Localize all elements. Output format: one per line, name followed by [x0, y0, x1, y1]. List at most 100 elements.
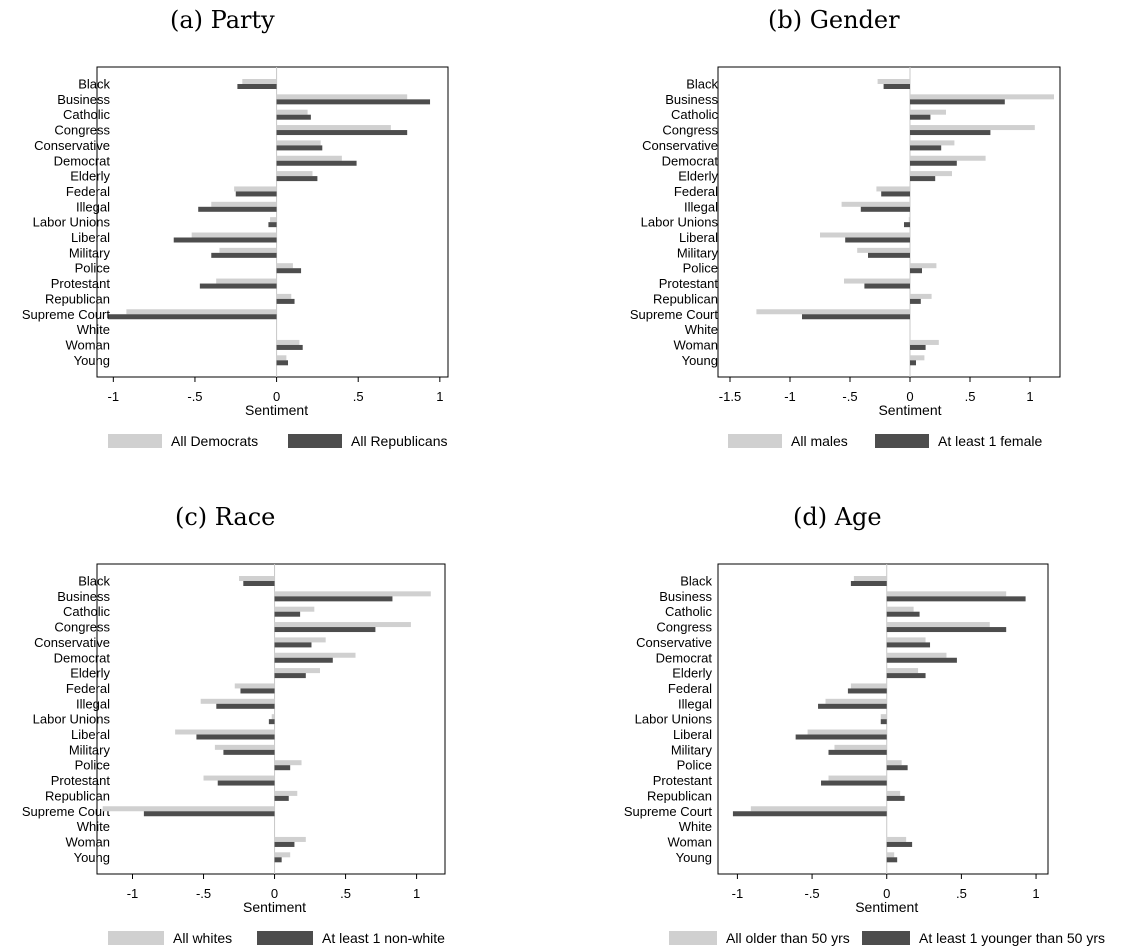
- bar-series-2: [243, 581, 275, 586]
- bar-series-1: [276, 339, 300, 345]
- category-label: Liberal: [673, 727, 712, 742]
- legend-swatch-2: [257, 931, 313, 945]
- category-label: Woman: [65, 337, 110, 352]
- category-label: Illegal: [76, 199, 110, 214]
- bar-series-1: [274, 652, 356, 658]
- legend-label-1: All older than 50 yrs: [726, 930, 850, 946]
- bar-series-1: [276, 109, 308, 115]
- bar-series-1: [834, 744, 887, 750]
- category-label: Federal: [66, 681, 110, 696]
- bar-series-1: [886, 591, 1007, 597]
- bar-series-1: [886, 852, 895, 858]
- x-tick-label: 1: [1032, 886, 1039, 901]
- bar-series-2: [268, 719, 275, 725]
- category-label: Federal: [66, 184, 110, 199]
- bar-series-2: [274, 673, 306, 679]
- bar-series-2: [910, 360, 916, 366]
- category-label: Police: [677, 758, 712, 773]
- x-tick-label: 0: [271, 886, 278, 901]
- bar-series-1: [276, 293, 292, 299]
- bar-series-1: [886, 836, 907, 842]
- legend-label-2: At least 1 non-white: [322, 930, 445, 946]
- bar-series-2: [886, 857, 898, 863]
- bar-series-1: [276, 140, 321, 146]
- bar-series-2: [274, 611, 301, 617]
- bar-series-1: [886, 637, 926, 643]
- category-label: Federal: [674, 184, 718, 199]
- category-label: Elderly: [70, 169, 110, 184]
- bar-series-2: [274, 857, 282, 863]
- bar-series-2: [274, 627, 376, 633]
- legend-label-2: At least 1 younger than 50 yrs: [919, 930, 1105, 946]
- bar-series-1: [750, 806, 887, 812]
- x-tick-label: -1: [784, 389, 796, 404]
- bar-series-1: [274, 760, 302, 766]
- category-label: Labor Unions: [33, 712, 111, 727]
- category-label: Business: [57, 92, 110, 107]
- bar-series-2: [276, 99, 431, 105]
- bar-series-1: [216, 278, 277, 284]
- bar-series-2: [910, 130, 991, 136]
- bar-series-2: [886, 642, 931, 648]
- bar-series-2: [276, 130, 408, 136]
- bar-series-2: [910, 176, 936, 182]
- category-label: Elderly: [70, 666, 110, 681]
- x-tick-label: 1: [436, 389, 443, 404]
- x-tick-label: -1: [127, 886, 139, 901]
- category-label: Conservative: [642, 138, 718, 153]
- category-label: Elderly: [678, 169, 718, 184]
- category-label: Protestant: [659, 276, 719, 291]
- bar-series-1: [876, 186, 910, 192]
- legend-label-2: All Republicans: [351, 433, 448, 449]
- bar-series-2: [880, 719, 887, 725]
- bar-series-1: [214, 744, 275, 750]
- category-label: Federal: [668, 681, 712, 696]
- bar-series-1: [276, 171, 313, 177]
- bar-series-1: [126, 309, 277, 315]
- category-label: Supreme Court: [630, 307, 719, 322]
- category-label: Young: [676, 850, 712, 865]
- legend-label-2: At least 1 female: [938, 433, 1042, 449]
- category-label: Business: [665, 92, 718, 107]
- category-label: Catholic: [63, 604, 110, 619]
- category-label: Democrat: [656, 650, 713, 665]
- bar-series-2: [910, 344, 926, 350]
- category-label: Supreme Court: [624, 804, 713, 819]
- legend-swatch-2: [288, 434, 342, 448]
- bar-series-1: [886, 606, 914, 612]
- x-axis-label: Sentiment: [243, 899, 306, 915]
- category-label: Police: [75, 261, 110, 276]
- category-label: Woman: [673, 337, 718, 352]
- bar-series-2: [274, 795, 289, 801]
- bar-series-1: [270, 217, 277, 223]
- bar-series-2: [910, 268, 922, 274]
- bar-series-2: [868, 252, 910, 258]
- bar-series-1: [908, 217, 910, 223]
- bar-series-1: [828, 775, 887, 781]
- bar-series-2: [910, 298, 921, 304]
- category-label: Republican: [653, 291, 718, 306]
- bar-series-2: [276, 176, 318, 182]
- bar-series-1: [910, 171, 952, 177]
- bar-series-1: [820, 232, 910, 238]
- category-label: White: [77, 322, 110, 337]
- bar-series-2: [886, 795, 905, 801]
- category-label: Liberal: [71, 727, 110, 742]
- category-label: Business: [57, 589, 110, 604]
- plot-frame: [96, 66, 449, 378]
- category-label: Military: [69, 742, 111, 757]
- bar-series-2: [274, 657, 333, 663]
- bar-series-2: [108, 314, 277, 320]
- x-tick-label: .5: [353, 389, 364, 404]
- x-tick-label: -1: [732, 886, 744, 901]
- bar-series-2: [240, 688, 275, 694]
- bar-series-1: [175, 729, 275, 735]
- category-label: Conservative: [636, 635, 712, 650]
- category-label: White: [77, 819, 110, 834]
- legend-swatch-2: [875, 434, 929, 448]
- bar-series-1: [756, 309, 910, 315]
- bar-series-2: [274, 841, 295, 847]
- bar-series-1: [274, 622, 411, 628]
- bar-series-2: [196, 734, 275, 740]
- legend-label-1: All males: [791, 433, 848, 449]
